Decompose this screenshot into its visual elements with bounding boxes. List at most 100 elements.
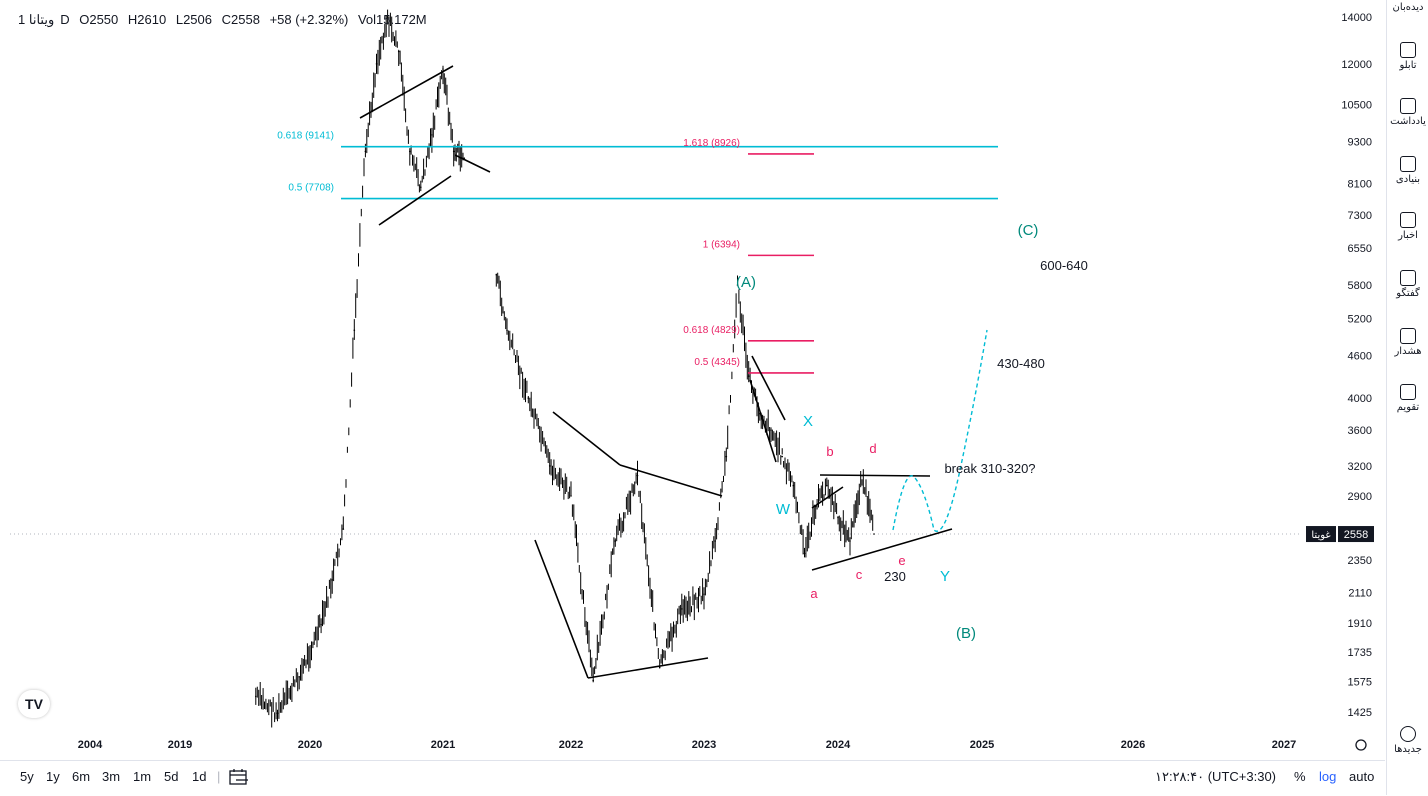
legend-volume: Vol15.172M [357, 12, 427, 27]
sidebar-item[interactable]: بنیادی [1387, 156, 1428, 185]
legend-open: O2550 [79, 12, 119, 27]
y-tick-label: 1575 [1348, 677, 1372, 689]
price-point [658, 666, 661, 669]
wave-annotation: e [898, 553, 905, 568]
trend-line[interactable] [378, 175, 452, 226]
note-icon [1400, 98, 1416, 114]
sidebar-item[interactable]: جدیدها [1387, 726, 1428, 755]
auto-toggle[interactable]: auto [1349, 769, 1375, 784]
wave-annotation: c [856, 567, 863, 582]
x-tick-label: 2026 [1121, 739, 1145, 751]
fib-level-label: 1 (6394) [703, 239, 740, 250]
price-point [420, 186, 422, 188]
legend-change: +58 (+2.32%) [269, 12, 349, 27]
x-tick-label: 2019 [168, 739, 192, 751]
fib-level-label: 1.618 (8926) [683, 138, 740, 149]
bottom-toolbar: 5y 1y 6m 3m 1m 5d 1d | ۱۲:۲۸:۴۰ (UTC+3:3… [0, 760, 1385, 796]
y-tick-label: 5800 [1348, 280, 1372, 292]
price-point [747, 375, 750, 377]
price-point [397, 50, 400, 53]
legend-low: L2506 [175, 12, 212, 27]
right-sidebar: دیده‌بان تابلو یادداشت بنیادی اخبار گفتگو هشدا… [1386, 0, 1428, 795]
price-point [548, 465, 551, 467]
timeframe-1y[interactable]: 1y [46, 769, 60, 784]
timeframe-1m[interactable]: 1m [133, 769, 152, 784]
sidebar-item[interactable]: دیده‌بان [1387, 2, 1428, 13]
x-tick-label: 2027 [1272, 739, 1296, 751]
sidebar-item[interactable]: اخبار [1387, 212, 1428, 241]
current-price-badge [1338, 526, 1374, 543]
price-point [592, 679, 594, 682]
y-tick-label: 4000 [1348, 393, 1372, 405]
trend-line[interactable] [811, 528, 953, 571]
y-tick-label: 6550 [1348, 243, 1372, 255]
y-tick-label: 14000 [1341, 12, 1372, 24]
fib-level-label: 0.5 (7708) [288, 183, 334, 194]
tradingview-logo-icon[interactable]: TV [18, 690, 50, 718]
price-chart[interactable]: 14000 12000 10500 9300 8100 7300 6550 5800 5200 4… [0, 0, 1385, 760]
price-point [386, 16, 389, 18]
clock-display[interactable]: ۱۲:۲۸:۴۰ (UTC+3:30) [1155, 769, 1276, 784]
y-tick-label: 3600 [1348, 425, 1372, 437]
price-point [792, 484, 795, 487]
y-tick-label: 8100 [1348, 178, 1372, 190]
date-range-icon[interactable] [228, 767, 250, 787]
trend-line[interactable] [751, 355, 786, 421]
trend-line[interactable] [454, 154, 491, 173]
whats-new-icon [1400, 726, 1416, 742]
timeframe-1d[interactable]: 1d [192, 769, 207, 784]
sidebar-item[interactable]: تابلو [1387, 42, 1428, 71]
wave-annotation: (B) [956, 625, 976, 642]
sidebar-item[interactable]: هشدار [1387, 328, 1428, 357]
price-point [570, 495, 572, 497]
sidebar-item-label: دیده‌بان [1392, 2, 1424, 13]
alert-icon [1400, 328, 1416, 344]
price-point [320, 623, 322, 626]
price-point [826, 484, 828, 487]
sidebar-item-label: اخبار [1398, 230, 1418, 241]
price-point [255, 695, 257, 698]
price-point [409, 150, 411, 153]
wave-annotation: break 310-320? [944, 461, 1035, 476]
sidebar-item[interactable]: تقویم [1387, 384, 1428, 413]
percent-toggle[interactable]: % [1294, 769, 1306, 784]
price-point [781, 455, 783, 458]
price-point [298, 676, 301, 678]
fib-level-label: 0.5 (4345) [694, 357, 740, 368]
sidebar-item[interactable]: گفتگو [1387, 270, 1428, 299]
trend-line[interactable] [619, 464, 723, 497]
trend-line[interactable] [819, 474, 931, 477]
y-tick-label: 1425 [1348, 707, 1372, 719]
timeframe-3m[interactable]: 3m [102, 769, 121, 784]
timeframe-5y[interactable]: 5y [20, 769, 34, 784]
price-point [873, 533, 875, 535]
axis-settings-icon[interactable] [1355, 739, 1367, 751]
log-toggle[interactable]: log [1319, 769, 1337, 784]
x-tick-label: 2023 [692, 739, 716, 751]
price-point [331, 579, 334, 581]
price-point [353, 329, 356, 332]
wave-annotation: X [803, 413, 813, 430]
sidebar-item[interactable]: یادداشت [1387, 98, 1428, 127]
trend-line[interactable] [552, 411, 621, 466]
toolbar-divider: | [217, 769, 221, 784]
trend-line[interactable] [811, 486, 844, 509]
fundamental-icon [1400, 156, 1416, 172]
y-tick-label: 1910 [1348, 618, 1372, 630]
timeframe-5d[interactable]: 5d [164, 769, 179, 784]
timeframe-6m[interactable]: 6m [72, 769, 91, 784]
projection-path[interactable] [892, 329, 988, 532]
price-point [375, 63, 378, 65]
legend-interval[interactable]: 1D [18, 12, 70, 27]
legend-symbol[interactable]: ویتانا [28, 12, 55, 27]
trend-line[interactable] [534, 539, 589, 679]
trend-line[interactable] [359, 65, 454, 119]
chart-area[interactable]: 14000 12000 10500 9300 8100 7300 6550 5800 5200 4… [0, 0, 1385, 760]
sidebar-item-label: تابلو [1399, 60, 1417, 71]
y-tick-label: 1735 [1348, 647, 1372, 659]
x-tick-label: 2020 [298, 739, 322, 751]
trend-line[interactable] [749, 379, 777, 463]
sidebar-item-label: تقویم [1396, 402, 1420, 413]
price-point [849, 540, 851, 542]
trend-line[interactable] [587, 657, 709, 679]
